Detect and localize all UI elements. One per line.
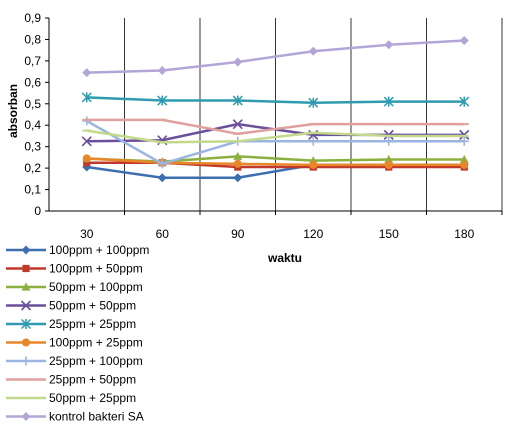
data-point: [309, 160, 318, 169]
data-point: [459, 136, 469, 146]
series-8: [82, 118, 469, 136]
data-point: [383, 96, 394, 107]
legend-label: 100ppm + 25ppm: [49, 336, 143, 350]
legend-label: kontrol bakteri SA: [49, 410, 144, 424]
x-tick-label: 90: [231, 227, 245, 241]
data-point: [233, 173, 243, 183]
data-point: [233, 159, 242, 168]
data-point: [157, 66, 167, 76]
y-tick-label: 0,3: [24, 140, 41, 154]
y-tick-label: 0,5: [24, 97, 41, 111]
series-line: [86, 119, 465, 166]
series-5: [81, 92, 470, 108]
axes: [45, 17, 503, 215]
data-point: [233, 151, 243, 160]
data-point: [232, 95, 243, 106]
data-point: [22, 264, 30, 273]
data-point: [157, 173, 167, 183]
series-6: [82, 154, 469, 169]
tick-labels: 0 0,1 0,2 0,3 0,4 0,5 0,6 0,7 0,8 0,9 30 60 90 120 150…: [24, 11, 474, 241]
data-point: [308, 136, 318, 146]
x-axis-title: waktu: [267, 251, 302, 265]
legend-item: 25ppm + 50ppm: [6, 373, 136, 387]
series-10: [82, 36, 469, 78]
legend-item: 25ppm + 25ppm: [6, 317, 136, 331]
series-line: [86, 96, 465, 104]
legend-label: 50ppm + 100ppm: [49, 280, 143, 294]
data-point: [21, 356, 31, 366]
x-tick-label: 30: [80, 227, 94, 241]
data-point: [157, 95, 168, 106]
data-point: [82, 68, 92, 78]
data-point: [459, 96, 470, 107]
legend-label: 25ppm + 100ppm: [49, 354, 143, 368]
data-point: [82, 154, 91, 163]
y-tick-label: 0,7: [24, 54, 41, 68]
data-point: [384, 160, 393, 169]
x-tick-label: 60: [156, 227, 170, 241]
data-point: [21, 338, 31, 347]
legend-label: 50ppm + 50ppm: [49, 299, 136, 313]
legend-item: 100ppm + 100ppm: [6, 243, 149, 257]
legend-item: 100ppm + 50ppm: [6, 262, 143, 276]
data-point: [21, 245, 31, 255]
x-tick-label: 180: [454, 227, 474, 241]
data-point: [21, 282, 31, 291]
data-point: [21, 412, 31, 421]
legend-label: 50ppm + 25ppm: [49, 391, 136, 405]
y-tick-label: 0,9: [24, 11, 41, 25]
y-tick-label: 0,1: [24, 183, 41, 197]
data-point: [20, 318, 32, 330]
data-point: [459, 155, 469, 164]
y-tick-label: 0,2: [24, 161, 41, 175]
y-tick-label: 0,8: [24, 32, 41, 46]
data-point: [460, 160, 469, 169]
series-lines: [81, 36, 470, 183]
series-line: [86, 157, 465, 167]
data-point: [459, 36, 469, 46]
data-point: [308, 46, 318, 56]
data-point: [384, 136, 394, 146]
legend-label: 25ppm + 25ppm: [49, 317, 136, 331]
y-tick-label: 0: [34, 204, 41, 218]
y-tick-label: 0,4: [24, 118, 41, 132]
series-9: [82, 129, 469, 144]
data-point: [81, 92, 92, 103]
series-line: [86, 39, 465, 74]
legend-item: kontrol bakteri SA: [6, 410, 144, 424]
data-point: [308, 97, 319, 108]
gridlines: [124, 18, 503, 211]
series-line: [86, 129, 465, 144]
legend-item: 25ppm + 100ppm: [6, 354, 143, 368]
series-line: [86, 118, 465, 136]
legend-label: 25ppm + 50ppm: [49, 373, 136, 387]
data-point: [232, 119, 243, 130]
x-tick-label: 120: [303, 227, 323, 241]
data-point: [157, 159, 167, 169]
legend-item: 100ppm + 25ppm: [6, 336, 143, 350]
x-tick-label: 150: [379, 227, 399, 241]
data-point: [20, 300, 32, 311]
data-point: [233, 57, 243, 67]
y-tick-label: 0,6: [24, 75, 41, 89]
legend: 100ppm + 100ppm 100ppm + 50ppm 50ppm + 100…: [6, 243, 149, 424]
legend-item: 50ppm + 50ppm: [6, 299, 136, 313]
legend-label: 100ppm + 100ppm: [49, 243, 149, 257]
data-point: [83, 159, 91, 167]
legend-item: 50ppm + 25ppm: [6, 391, 136, 405]
data-point: [384, 40, 394, 50]
data-point: [81, 136, 92, 147]
data-point: [384, 155, 394, 164]
y-axis-title: absorban: [6, 84, 20, 138]
legend-label: 100ppm + 50ppm: [49, 262, 143, 276]
legend-item: 50ppm + 100ppm: [6, 280, 143, 294]
